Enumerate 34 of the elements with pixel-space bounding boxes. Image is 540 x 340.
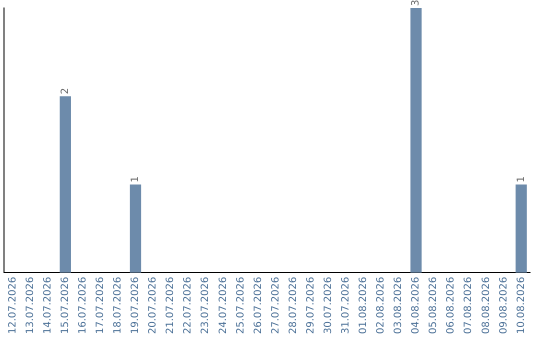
- x-tick-label: 16.07.2026: [77, 276, 88, 334]
- data-label: 1: [130, 176, 142, 182]
- x-tick-label: 03.08.2026: [393, 276, 404, 334]
- x-tick-label: 01.08.2026: [358, 276, 370, 334]
- x-tick-label: 15.07.2026: [60, 276, 71, 334]
- x-tick-label: 09.08.2026: [498, 276, 510, 334]
- x-tick-label: 26.07.2026: [252, 276, 264, 334]
- x-tick-label: 22.07.2026: [182, 276, 194, 334]
- x-tick-label: 29.07.2026: [305, 276, 316, 334]
- x-tick-label: 28.07.2026: [288, 276, 299, 334]
- x-tick-label: 10.08.2026: [516, 276, 527, 334]
- x-tick-label: 17.07.2026: [95, 276, 106, 334]
- x-tick-label: 08.08.2026: [480, 276, 492, 334]
- data-label: 3: [410, 0, 422, 6]
- x-tick-label: 23.07.2026: [200, 276, 212, 334]
- x-tick-label: 18.07.2026: [112, 276, 124, 334]
- x-tick-label: 24.07.2026: [218, 276, 229, 334]
- x-tick-label: 27.07.2026: [270, 276, 282, 334]
- x-tick-label: 12.07.2026: [7, 276, 18, 334]
- x-tick-label: 05.08.2026: [428, 276, 440, 334]
- data-label: 1: [516, 176, 527, 182]
- x-tick-label: 31.07.2026: [340, 276, 352, 334]
- x-tick-label: 19.07.2026: [130, 276, 142, 334]
- x-tick-label: 13.07.2026: [24, 276, 36, 334]
- data-label: 2: [60, 88, 71, 94]
- x-tick-label: 20.07.2026: [148, 276, 159, 334]
- x-tick-label: 25.07.2026: [235, 276, 246, 334]
- x-tick-label: 02.08.2026: [376, 276, 387, 334]
- x-tick-label: 21.07.2026: [165, 276, 176, 334]
- x-tick-label: 14.07.2026: [42, 276, 54, 334]
- x-tick-label: 30.07.2026: [322, 276, 334, 334]
- x-tick-label: 06.08.2026: [446, 276, 457, 334]
- x-tick-label: 07.08.2026: [463, 276, 474, 334]
- x-tick-label: 04.08.2026: [410, 276, 422, 334]
